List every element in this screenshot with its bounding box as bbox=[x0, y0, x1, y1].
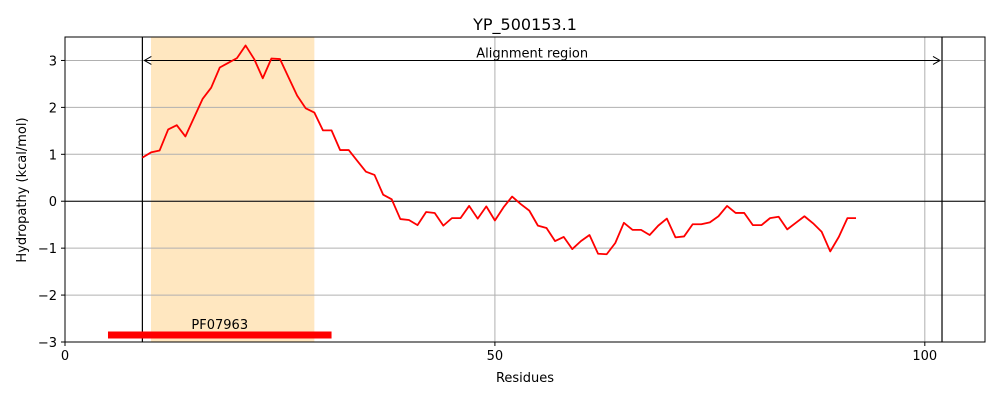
y-tick-label-1: −2 bbox=[38, 289, 57, 304]
x-tick-label-0: 0 bbox=[61, 349, 69, 364]
plot-area: Alignment region PF07963 0 50 100 −3 −2 −1 0 1 2 3 bbox=[38, 36, 986, 364]
chart-title: YP_500153.1 bbox=[472, 15, 577, 35]
x-axis-label: Residues bbox=[496, 371, 554, 386]
hydropathy-line bbox=[141, 44, 857, 256]
y-tick-label-5: 2 bbox=[49, 101, 57, 116]
y-tick-label-6: 3 bbox=[49, 54, 57, 69]
y-axis-label: Hydropathy (kcal/mol) bbox=[15, 117, 30, 262]
shaded-region bbox=[150, 37, 315, 342]
x-tick-label-2: 100 bbox=[912, 349, 937, 364]
alignment-region-label: Alignment region bbox=[476, 46, 588, 61]
alignment-arrow-left-head bbox=[143, 56, 152, 65]
axes-frame bbox=[64, 36, 986, 343]
y-tick-label-3: 0 bbox=[49, 195, 57, 210]
x-tick-label-1: 50 bbox=[487, 349, 504, 364]
alignment-arrow-right-head bbox=[932, 56, 942, 65]
y-tick-label-2: −1 bbox=[38, 242, 57, 257]
y-tick-label-0: −3 bbox=[38, 336, 57, 351]
domain-bar-label: PF07963 bbox=[191, 318, 248, 333]
y-tick-label-4: 1 bbox=[49, 148, 57, 163]
